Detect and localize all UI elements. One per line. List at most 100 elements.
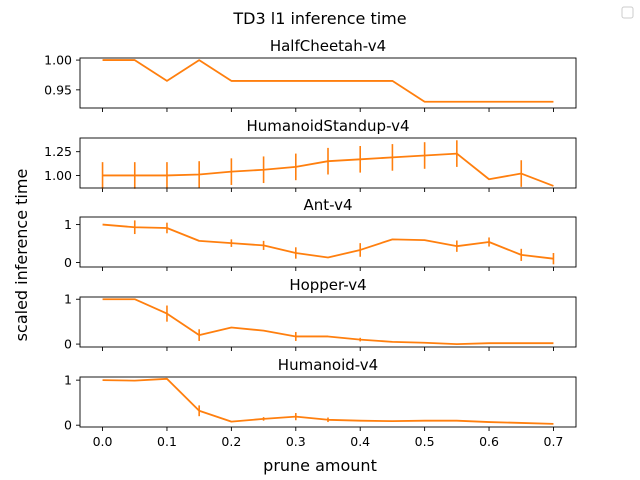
data-point <box>295 166 297 168</box>
subplot-2: HumanoidStandup-v4 1.00 1.25 <box>44 117 577 192</box>
series-line <box>102 59 554 103</box>
data-point <box>134 174 136 176</box>
data-point <box>295 80 297 82</box>
data-point <box>456 101 458 103</box>
data-point <box>327 335 329 337</box>
data-point <box>552 342 554 344</box>
x-tick-label: 0.0 <box>93 434 113 449</box>
data-point <box>327 256 329 258</box>
y-tick-label: 0 <box>64 337 72 352</box>
data-point <box>134 226 136 228</box>
data-point <box>488 101 490 103</box>
data-point <box>262 244 264 246</box>
data-point <box>295 252 297 254</box>
data-point <box>327 419 329 421</box>
data-point <box>456 343 458 345</box>
data-point <box>262 418 264 420</box>
data-point <box>230 420 232 422</box>
axes-frame <box>79 376 577 428</box>
data-point <box>101 174 103 176</box>
data-point <box>391 156 393 158</box>
data-point <box>198 410 200 412</box>
axes-frame <box>79 137 577 189</box>
data-point <box>423 154 425 156</box>
data-point <box>166 378 168 380</box>
data-point <box>552 423 554 425</box>
subplot-title: Ant-v4 <box>303 196 352 214</box>
subplot-title: HumanoidStandup-v4 <box>246 117 409 135</box>
y-tick-label: 1.00 <box>44 53 72 68</box>
data-point <box>198 173 200 175</box>
data-point <box>230 242 232 244</box>
data-point <box>488 178 490 180</box>
data-point <box>166 312 168 314</box>
y-tick-label: 1 <box>64 292 72 307</box>
y-tick-label: 0 <box>64 418 72 433</box>
data-point <box>359 249 361 251</box>
y-tick-label: 0.95 <box>44 82 72 97</box>
data-point <box>520 422 522 424</box>
data-point <box>391 341 393 343</box>
data-point <box>295 415 297 417</box>
y-tick-label: 1.25 <box>44 144 72 159</box>
data-point <box>359 158 361 160</box>
data-point <box>101 223 103 225</box>
data-point <box>391 238 393 240</box>
subplot-3: Ant-v4 0 1 <box>64 196 577 271</box>
subplot-5: Humanoid-v4 0 1 0.0 0.1 0.2 0.3 0.4 0.5 0.6 0.7 <box>64 356 577 449</box>
y-tick-label: 1.00 <box>44 168 72 183</box>
data-point <box>101 298 103 300</box>
y-tick-label: 1 <box>64 373 72 388</box>
data-point <box>391 80 393 82</box>
x-tick-label: 0.1 <box>157 434 177 449</box>
data-point <box>166 227 168 229</box>
data-point <box>488 421 490 423</box>
data-point <box>391 420 393 422</box>
subplot-title: Humanoid-v4 <box>278 356 378 374</box>
data-point <box>262 169 264 171</box>
y-tick-label: 1 <box>64 217 72 232</box>
axes-frame <box>79 216 577 268</box>
data-point <box>134 379 136 381</box>
series-line <box>102 377 554 425</box>
series-line <box>102 223 554 260</box>
data-point <box>359 419 361 421</box>
data-point <box>230 170 232 172</box>
data-point <box>101 379 103 381</box>
data-point <box>456 419 458 421</box>
x-axis-label: prune amount <box>263 456 377 475</box>
data-point <box>520 254 522 256</box>
data-point <box>295 335 297 337</box>
axes-frame <box>79 296 577 348</box>
series-line <box>102 298 554 345</box>
data-point <box>488 342 490 344</box>
x-tick-label: 0.5 <box>415 434 435 449</box>
axes-frame <box>79 57 577 109</box>
data-point <box>423 239 425 241</box>
subplot-4: Hopper-v4 0 1 <box>64 276 577 352</box>
x-tick-label: 0.3 <box>286 434 306 449</box>
data-point <box>520 342 522 344</box>
data-point <box>166 80 168 82</box>
data-point <box>520 101 522 103</box>
data-point <box>327 80 329 82</box>
data-point <box>166 174 168 176</box>
subplot-title: HalfCheetah-v4 <box>270 37 386 55</box>
legend-box <box>621 6 634 19</box>
data-point <box>359 80 361 82</box>
data-point <box>327 160 329 162</box>
data-point <box>552 185 554 187</box>
subplot-panels: HalfCheetah-v40.951.00HumanoidStandup-v4… <box>44 37 577 449</box>
data-point <box>552 101 554 103</box>
data-point <box>198 334 200 336</box>
y-axis-label: scaled inference time <box>12 169 31 342</box>
x-tick-label: 0.2 <box>221 434 241 449</box>
data-point <box>456 152 458 154</box>
data-point <box>359 338 361 340</box>
x-tick-label: 0.7 <box>544 434 564 449</box>
subplot-title: Hopper-v4 <box>289 276 366 294</box>
data-point <box>134 59 136 61</box>
data-point <box>488 241 490 243</box>
data-point <box>520 172 522 174</box>
